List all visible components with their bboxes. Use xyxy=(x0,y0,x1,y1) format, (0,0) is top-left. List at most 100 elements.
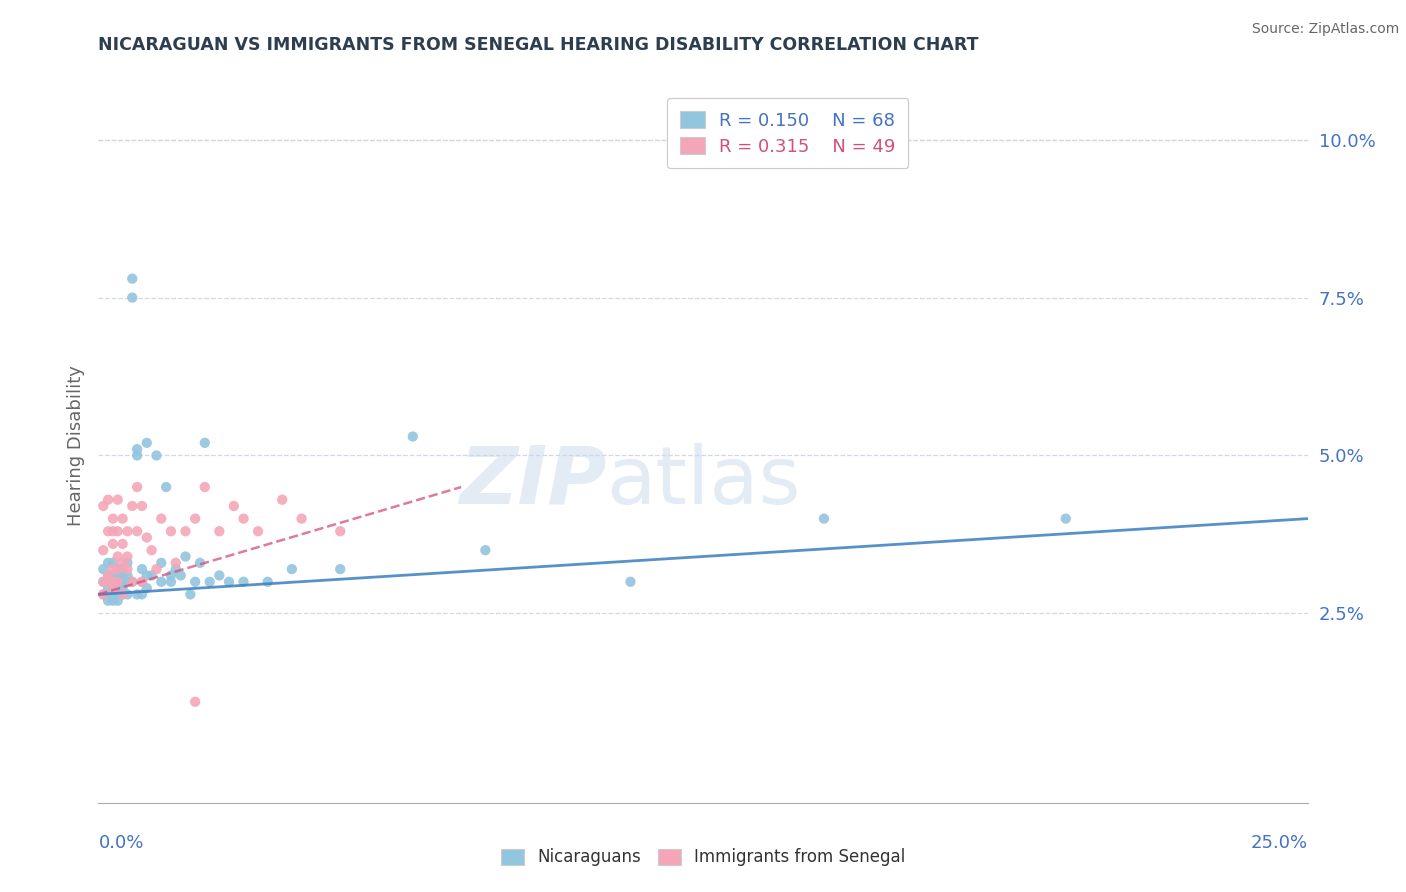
Point xyxy=(91,543,114,558)
Point xyxy=(184,695,207,709)
Point xyxy=(101,574,124,589)
Point xyxy=(117,524,139,539)
Point xyxy=(101,568,124,582)
Point xyxy=(131,499,153,513)
Point xyxy=(290,511,312,525)
Point xyxy=(145,562,167,576)
Point xyxy=(208,524,231,539)
Point xyxy=(101,593,124,607)
Point xyxy=(91,574,114,589)
Point xyxy=(194,480,217,494)
Point xyxy=(160,574,183,589)
Point xyxy=(101,568,124,582)
Point xyxy=(160,524,183,539)
Point xyxy=(127,442,149,457)
Point xyxy=(91,562,114,576)
Point xyxy=(117,549,139,564)
Point xyxy=(194,435,217,450)
Point xyxy=(101,524,124,539)
Point xyxy=(97,568,120,582)
Point xyxy=(232,574,254,589)
Point xyxy=(1054,511,1077,525)
Point xyxy=(117,568,139,582)
Point xyxy=(131,574,153,589)
Text: Source: ZipAtlas.com: Source: ZipAtlas.com xyxy=(1251,22,1399,37)
Point xyxy=(97,593,120,607)
Text: ZIP: ZIP xyxy=(458,442,606,521)
Point xyxy=(188,556,211,570)
Point xyxy=(184,574,207,589)
Point xyxy=(145,449,167,463)
Point xyxy=(135,568,157,582)
Point xyxy=(117,587,139,601)
Point xyxy=(101,587,124,601)
Point xyxy=(141,568,163,582)
Point xyxy=(111,574,134,589)
Point xyxy=(107,562,129,576)
Point xyxy=(135,435,157,450)
Point xyxy=(111,556,134,570)
Point xyxy=(121,574,143,589)
Point xyxy=(91,574,114,589)
Point xyxy=(107,587,129,601)
Point xyxy=(131,562,153,576)
Point xyxy=(107,562,129,576)
Point xyxy=(101,511,124,525)
Point xyxy=(101,537,124,551)
Point xyxy=(329,562,352,576)
Point xyxy=(208,568,231,582)
Point xyxy=(402,429,425,443)
Point xyxy=(141,543,163,558)
Point xyxy=(117,556,139,570)
Legend: Nicaraguans, Immigrants from Senegal: Nicaraguans, Immigrants from Senegal xyxy=(492,840,914,875)
Point xyxy=(121,291,143,305)
Point xyxy=(131,587,153,601)
Point xyxy=(111,581,134,595)
Point xyxy=(107,524,129,539)
Point xyxy=(97,574,120,589)
Point xyxy=(97,581,120,595)
Point xyxy=(127,524,149,539)
Legend: R = 0.150    N = 68, R = 0.315    N = 49: R = 0.150 N = 68, R = 0.315 N = 49 xyxy=(666,98,908,169)
Point xyxy=(218,574,240,589)
Point xyxy=(127,587,149,601)
Point xyxy=(101,574,124,589)
Point xyxy=(174,524,197,539)
Point xyxy=(91,587,114,601)
Text: 0.0%: 0.0% xyxy=(98,834,143,852)
Point xyxy=(281,562,304,576)
Point xyxy=(165,562,187,576)
Point xyxy=(97,492,120,507)
Point xyxy=(107,492,129,507)
Point xyxy=(97,524,120,539)
Point xyxy=(107,581,129,595)
Point xyxy=(101,581,124,595)
Point xyxy=(198,574,221,589)
Point xyxy=(91,587,114,601)
Point xyxy=(101,581,124,595)
Point xyxy=(117,574,139,589)
Point xyxy=(174,549,197,564)
Point xyxy=(131,574,153,589)
Point xyxy=(150,511,173,525)
Point xyxy=(813,511,835,525)
Point xyxy=(111,587,134,601)
Text: atlas: atlas xyxy=(606,442,800,521)
Point xyxy=(107,549,129,564)
Point xyxy=(121,271,143,285)
Point xyxy=(169,568,191,582)
Point xyxy=(101,562,124,576)
Text: 25.0%: 25.0% xyxy=(1250,834,1308,852)
Point xyxy=(107,574,129,589)
Point xyxy=(135,531,157,545)
Point xyxy=(619,574,641,589)
Point xyxy=(91,499,114,513)
Text: NICARAGUAN VS IMMIGRANTS FROM SENEGAL HEARING DISABILITY CORRELATION CHART: NICARAGUAN VS IMMIGRANTS FROM SENEGAL HE… xyxy=(98,36,979,54)
Point xyxy=(107,574,129,589)
Point xyxy=(97,574,120,589)
Point xyxy=(160,568,183,582)
Point xyxy=(165,556,187,570)
Point xyxy=(150,556,173,570)
Point xyxy=(107,568,129,582)
Point xyxy=(329,524,352,539)
